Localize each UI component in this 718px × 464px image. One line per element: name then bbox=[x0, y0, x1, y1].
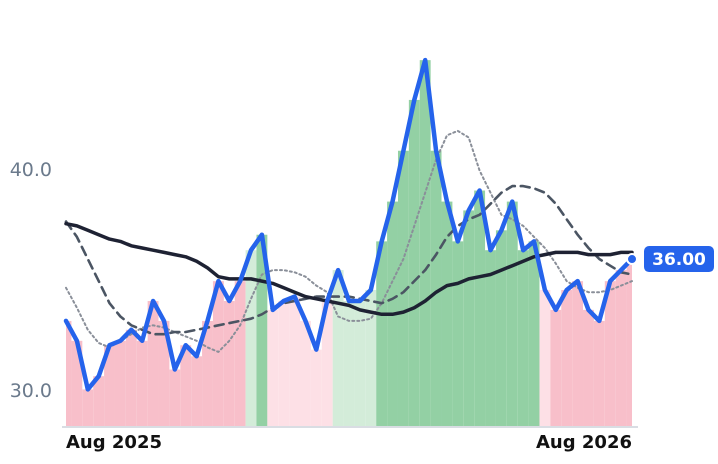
regime-bar bbox=[289, 296, 301, 427]
regime-bar bbox=[408, 99, 420, 428]
regime-bar bbox=[321, 301, 333, 427]
regime-bar bbox=[136, 340, 148, 427]
regime-bar bbox=[223, 301, 235, 427]
value-label: 36.00 bbox=[652, 250, 706, 270]
regime-bar bbox=[626, 259, 632, 427]
regime-bar bbox=[583, 309, 594, 427]
regime-bar bbox=[572, 281, 584, 427]
last-point bbox=[626, 253, 638, 266]
regime-bar bbox=[125, 329, 137, 427]
regime-bar bbox=[615, 270, 627, 427]
regime-bar bbox=[365, 289, 377, 427]
regime-bar bbox=[343, 301, 355, 427]
regime-bar bbox=[495, 230, 507, 427]
regime-bar bbox=[463, 210, 475, 427]
price-line bbox=[63, 57, 635, 392]
regime-bar bbox=[158, 320, 170, 427]
regime-bar bbox=[66, 320, 72, 427]
regime-bar bbox=[267, 309, 279, 427]
regime-bar bbox=[332, 270, 344, 427]
regime-bar bbox=[82, 389, 94, 427]
regime-bar bbox=[104, 345, 115, 427]
regime-bar bbox=[93, 376, 105, 427]
x-tick-label: Aug 2025 bbox=[66, 432, 162, 453]
regime-bar bbox=[550, 309, 562, 427]
ma-line bbox=[65, 129, 633, 353]
regime-bar bbox=[506, 201, 518, 427]
y-tick-label: 40.0 bbox=[10, 159, 52, 181]
regime-bar bbox=[397, 150, 409, 427]
regime-bar bbox=[169, 369, 181, 427]
regime-bar bbox=[245, 250, 257, 427]
regime-bar bbox=[234, 281, 246, 427]
regime-bar bbox=[212, 281, 224, 427]
regime-bar bbox=[354, 301, 366, 427]
regime-bar bbox=[430, 150, 442, 427]
regime-bar bbox=[376, 241, 388, 427]
regime-bar bbox=[180, 345, 192, 427]
x-tick-label: Aug 2026 bbox=[536, 432, 632, 453]
regime-bar bbox=[452, 241, 464, 427]
regime-bar bbox=[191, 356, 203, 427]
regime-bar bbox=[300, 320, 311, 427]
regime-bar bbox=[485, 250, 496, 427]
regime-bar bbox=[517, 250, 529, 427]
value-badge bbox=[644, 246, 714, 273]
regime-bar bbox=[310, 349, 322, 427]
y-tick-label: 30.0 bbox=[10, 380, 52, 402]
regime-bar bbox=[71, 340, 83, 427]
regime-bar bbox=[593, 320, 605, 427]
regime-bar bbox=[539, 289, 551, 427]
regime-bar bbox=[114, 340, 126, 427]
regime-bar bbox=[147, 301, 159, 427]
regime-bar bbox=[256, 234, 268, 427]
regime-bar bbox=[474, 190, 486, 427]
regime-bar bbox=[528, 241, 540, 427]
regime-bar bbox=[419, 60, 431, 427]
regime-bar bbox=[441, 201, 453, 427]
regime-bar bbox=[202, 320, 213, 427]
regime-bar bbox=[604, 281, 616, 427]
regime-bar bbox=[278, 301, 290, 427]
regime-bar bbox=[561, 289, 573, 427]
